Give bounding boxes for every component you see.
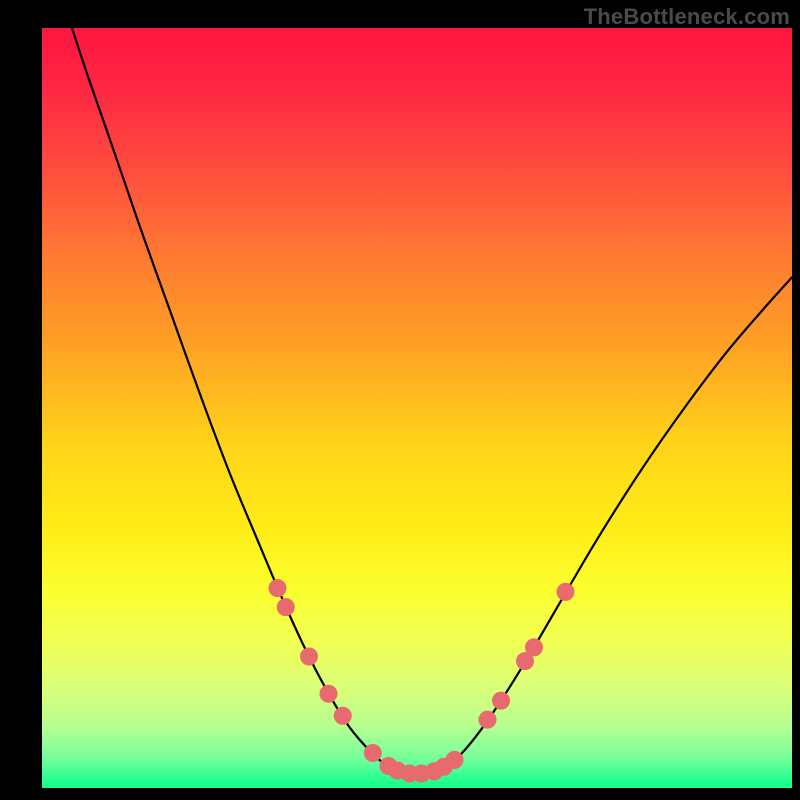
data-marker (277, 599, 294, 616)
chart-svg (42, 28, 792, 788)
data-marker (334, 707, 351, 724)
data-marker (526, 639, 543, 656)
plot-area (42, 28, 792, 788)
data-marker (364, 745, 381, 762)
data-marker (301, 648, 318, 665)
data-marker (446, 751, 463, 768)
gradient-background (42, 28, 792, 788)
data-marker (479, 711, 496, 728)
data-marker (320, 685, 337, 702)
data-marker (493, 692, 510, 709)
watermark-text: TheBottleneck.com (584, 4, 790, 30)
figure-container: TheBottleneck.com (0, 0, 800, 800)
data-marker (557, 583, 574, 600)
data-marker (269, 580, 286, 597)
